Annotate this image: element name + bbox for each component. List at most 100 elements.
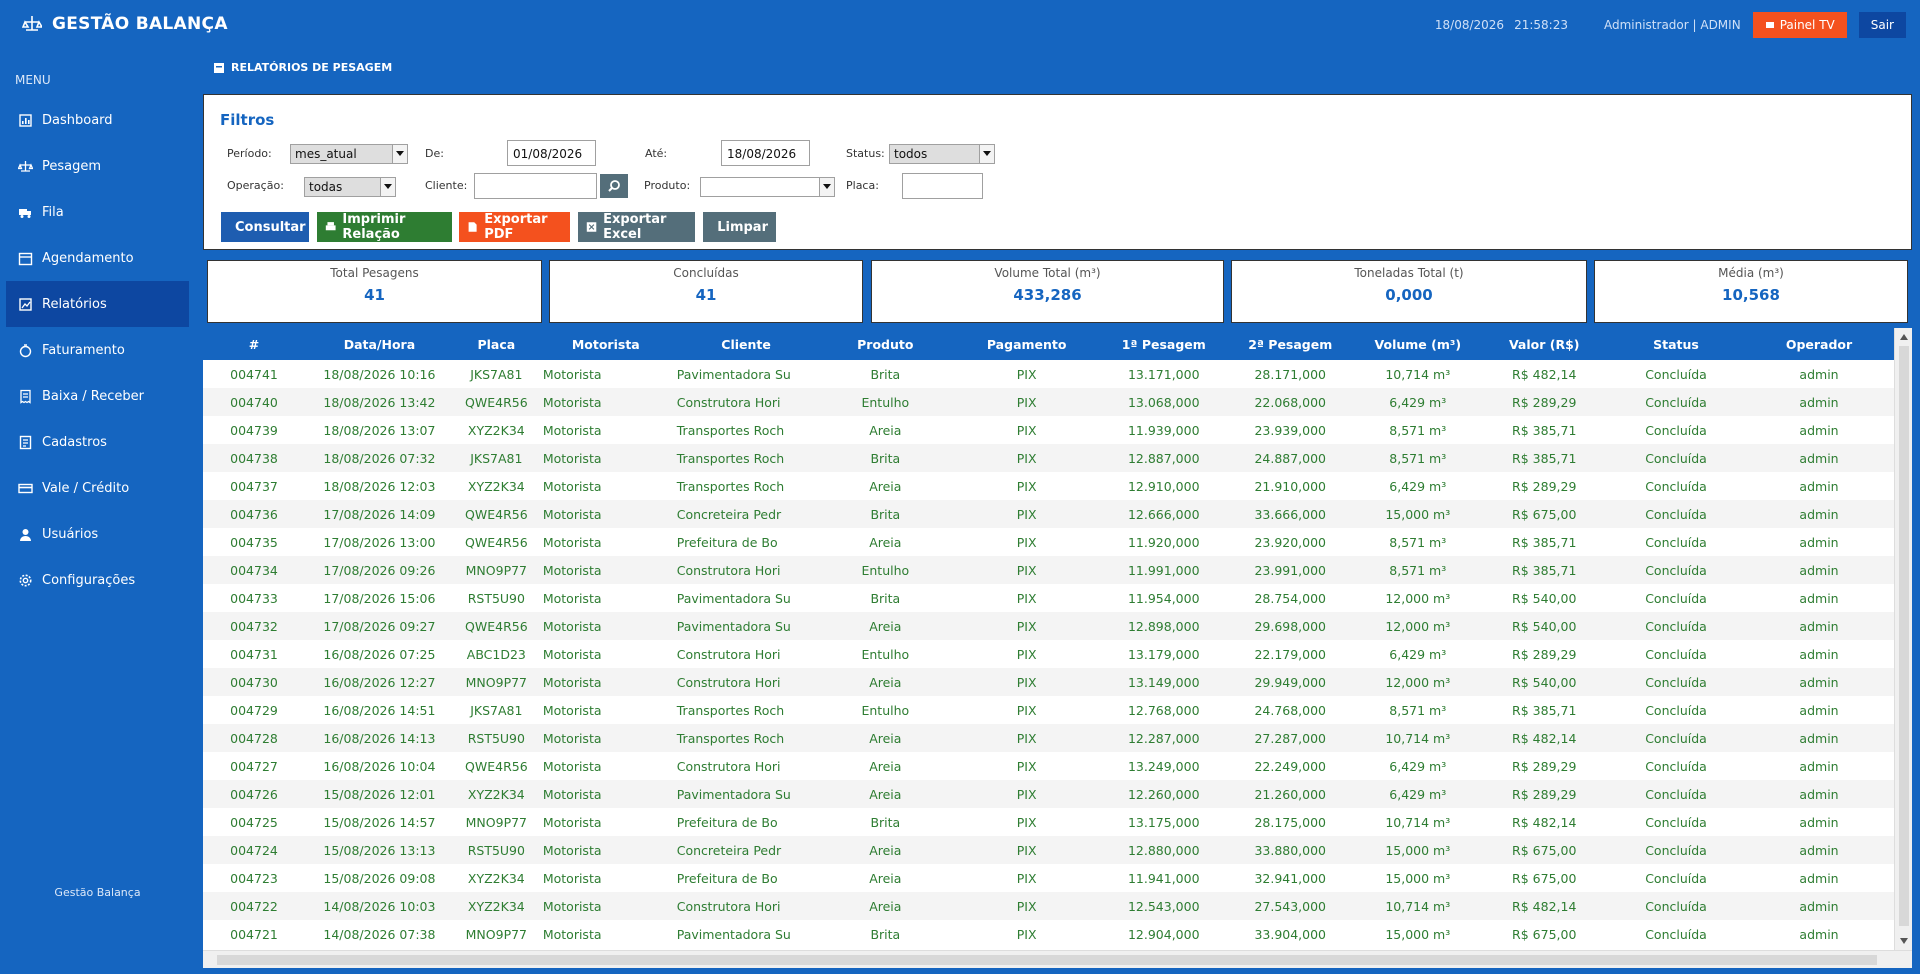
sidebar-item-fila[interactable]: Fila	[6, 189, 189, 235]
table-cell: 6,429 m³	[1389, 478, 1447, 494]
table-row[interactable]: 004725 15/08/2026 14:57 MNO9P77 Motorista Pr…	[203, 808, 1894, 836]
cliente-input[interactable]	[474, 173, 597, 199]
column-header[interactable]: 2ª Pesagem	[1225, 328, 1356, 360]
table-row[interactable]: 004741 18/08/2026 10:16 JKS7A81 Motorista Pa…	[203, 360, 1894, 388]
table-row[interactable]: 004727 16/08/2026 10:04 QWE4R56 Motorista Co…	[203, 752, 1894, 780]
table-row[interactable]: 004733 17/08/2026 15:06 RST5U90 Motorista Pa…	[203, 584, 1894, 612]
table-cell: 8,571 m³	[1389, 422, 1447, 438]
table-row[interactable]: 004722 14/08/2026 10:03 XYZ2K34 Motorista Co…	[203, 892, 1894, 920]
column-header[interactable]: 1ª Pesagem	[1102, 328, 1226, 360]
sidebar-item-relatórios[interactable]: Relatórios	[6, 281, 189, 327]
scroll-thumb[interactable]	[1899, 346, 1909, 926]
vertical-scrollbar[interactable]	[1894, 328, 1912, 968]
table-row[interactable]: 004740 18/08/2026 13:42 QWE4R56 Motorista Co…	[203, 388, 1894, 416]
kpi-value: 433,286	[1013, 286, 1082, 304]
table-row[interactable]: 004735 17/08/2026 13:00 QWE4R56 Motorista Pr…	[203, 528, 1894, 556]
column-header[interactable]: Placa	[453, 328, 539, 360]
column-header[interactable]: Status	[1608, 328, 1745, 360]
column-header[interactable]: Produto	[819, 328, 952, 360]
consultar-button[interactable]: Consultar	[221, 212, 309, 242]
sidebar-item-label: Faturamento	[42, 342, 125, 358]
table-row[interactable]: 004724 15/08/2026 13:13 RST5U90 Motorista Co…	[203, 836, 1894, 864]
operacao-select[interactable]: todas	[304, 177, 396, 197]
table-row[interactable]: 004739 18/08/2026 13:07 XYZ2K34 Motorista Tr…	[203, 416, 1894, 444]
table-cell: Areia	[869, 870, 902, 886]
periodo-select[interactable]: mes_atual	[290, 144, 408, 164]
table-cell: 004736	[203, 500, 306, 528]
column-header[interactable]: Motorista	[538, 328, 673, 360]
table-cell: admin	[1744, 780, 1894, 808]
sidebar-item-configurações[interactable]: Configurações	[6, 557, 189, 603]
sidebar-item-faturamento[interactable]: Faturamento	[6, 327, 189, 373]
card-icon	[18, 483, 33, 493]
cliente-search-button[interactable]	[600, 174, 628, 198]
imprimir-button[interactable]: Imprimir Relação	[317, 212, 452, 242]
column-header[interactable]: Pagamento	[951, 328, 1103, 360]
table-cell: Motorista	[542, 590, 602, 606]
scroll-thumb[interactable]	[217, 955, 1877, 965]
placa-input[interactable]	[902, 173, 983, 199]
table-row[interactable]: 004736 17/08/2026 14:09 QWE4R56 Motorista Co…	[203, 500, 1894, 528]
table-row[interactable]: 004731 16/08/2026 07:25 ABC1D23 Motorista Co…	[203, 640, 1894, 668]
table-cell: Motorista	[538, 724, 673, 752]
chevron-down-icon	[819, 178, 834, 196]
table-cell: Brita	[870, 926, 901, 942]
ate-date-input[interactable]: 18/08/2026	[721, 140, 810, 166]
table-row[interactable]: 004726 15/08/2026 12:01 XYZ2K34 Motorista Pa…	[203, 780, 1894, 808]
table-cell: MNO9P77	[465, 814, 528, 830]
sidebar-item-usuários[interactable]: Usuários	[6, 511, 189, 557]
table-cell: 12.910,000	[1127, 478, 1200, 494]
table-cell: Concluída	[1645, 870, 1707, 886]
table-cell: Motorista	[542, 478, 602, 494]
table-row[interactable]: 004737 18/08/2026 12:03 XYZ2K34 Motorista Tr…	[203, 472, 1894, 500]
table-cell: Construtora Hori	[676, 758, 781, 774]
horizontal-scrollbar[interactable]	[203, 950, 1912, 968]
logout-button[interactable]: Sair	[1858, 12, 1906, 38]
sidebar-item-agendamento[interactable]: Agendamento	[6, 235, 189, 281]
table-cell: MNO9P77	[453, 556, 539, 584]
table-row[interactable]: 004738 18/08/2026 07:32 JKS7A81 Motorista Tr…	[203, 444, 1894, 472]
kpi-media: Média (m³) 10,568	[1594, 260, 1908, 323]
table-cell: 23.991,000	[1225, 556, 1356, 584]
column-header[interactable]: Data/Hora	[305, 328, 454, 360]
table-row[interactable]: 004728 16/08/2026 14:13 RST5U90 Motorista Tr…	[203, 724, 1894, 752]
produto-select[interactable]	[700, 177, 835, 197]
table-cell: Prefeitura de Bo	[676, 534, 778, 550]
sidebar-item-cadastros[interactable]: Cadastros	[6, 419, 189, 465]
table-row[interactable]: 004723 15/08/2026 09:08 XYZ2K34 Motorista Pr…	[203, 864, 1894, 892]
table-cell: 28.754,000	[1254, 590, 1327, 606]
table-cell: 23.920,000	[1254, 534, 1327, 550]
table-row[interactable]: 004729 16/08/2026 14:51 JKS7A81 Motorista Tr…	[203, 696, 1894, 724]
table-body: 004741 18/08/2026 10:16 JKS7A81 Motorista Pa…	[203, 360, 1894, 948]
painel-tv-button[interactable]: Painel TV	[1752, 12, 1847, 38]
limpar-button[interactable]: Limpar	[703, 212, 776, 242]
table-cell: Areia	[869, 758, 902, 774]
table-row[interactable]: 004732 17/08/2026 09:27 QWE4R56 Motorista Pa…	[203, 612, 1894, 640]
calendar-icon	[18, 252, 33, 265]
status-select[interactable]: todos	[889, 144, 995, 164]
exportar-excel-button[interactable]: Exportar Excel	[578, 212, 695, 242]
table-cell: 14/08/2026 07:38	[323, 926, 436, 942]
column-header[interactable]: #	[203, 328, 306, 360]
table-row[interactable]: 004730 16/08/2026 12:27 MNO9P77 Motorista Co…	[203, 668, 1894, 696]
column-header[interactable]: Operador	[1744, 328, 1894, 360]
table-cell: R$ 385,71	[1512, 534, 1577, 550]
exportar-pdf-button[interactable]: Exportar PDF	[459, 212, 570, 242]
pdf-icon	[468, 222, 477, 232]
table-cell: admin	[1744, 836, 1894, 864]
de-date-input[interactable]: 01/08/2026	[507, 140, 596, 166]
column-header[interactable]: Volume (m³)	[1355, 328, 1481, 360]
column-header[interactable]: Cliente	[672, 328, 820, 360]
table-cell: Areia	[869, 422, 902, 438]
sidebar-item-pesagem[interactable]: Pesagem	[6, 143, 189, 189]
sidebar-item-dashboard[interactable]: Dashboard	[6, 97, 189, 143]
kpi-value: 0,000	[1385, 286, 1433, 304]
sidebar-item-vale-crédito[interactable]: Vale / Crédito	[6, 465, 189, 511]
table-row[interactable]: 004734 17/08/2026 09:26 MNO9P77 Motorista Co…	[203, 556, 1894, 584]
table-row[interactable]: 004721 14/08/2026 07:38 MNO9P77 Motorista Pa…	[203, 920, 1894, 948]
sidebar-item-baixa-receber[interactable]: Baixa / Receber	[6, 373, 189, 419]
column-header[interactable]: Valor (R$)	[1480, 328, 1608, 360]
kpi-total-pesagens: Total Pesagens 41	[207, 260, 542, 323]
table-cell: 6,429 m³	[1355, 780, 1481, 808]
table-cell: Motorista	[542, 366, 602, 382]
